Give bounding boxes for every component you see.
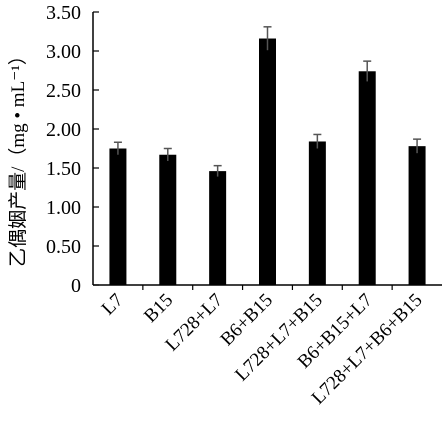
bars <box>109 38 426 285</box>
bar <box>209 171 227 285</box>
y-tick-label: 1.00 <box>46 197 81 219</box>
error-bar <box>213 164 222 177</box>
y-tick-label: 1.50 <box>46 158 81 180</box>
y-tick-label: 2.50 <box>46 80 81 102</box>
error-bar <box>313 133 322 149</box>
y-tick-label: 0 <box>71 275 81 297</box>
error-bar <box>363 60 372 82</box>
bar <box>159 154 177 285</box>
x-category-label: B15 <box>140 290 177 327</box>
error-bar <box>263 26 272 51</box>
error-bar <box>113 141 122 155</box>
bar <box>109 148 127 285</box>
y-tick-label: 3.50 <box>46 2 81 24</box>
x-category-label: L7 <box>98 290 128 320</box>
error-bar <box>163 147 172 161</box>
y-axis-label: 乙偶姻产量/（mg • mL⁻¹） <box>7 46 29 267</box>
bar <box>259 38 276 285</box>
x-category-label: L728+L7+B15 <box>231 290 327 386</box>
error-bar <box>413 138 422 154</box>
y-tick-label: 0.50 <box>46 236 81 258</box>
x-axis-labels: L7 B15L728+L7B6+B15L728+L7+B15B6+B15+L7L7… <box>98 290 427 409</box>
y-tick-label: 2.00 <box>46 119 81 141</box>
bar <box>358 71 376 285</box>
bar <box>408 146 426 285</box>
y-axis-title: 乙偶姻产量/（mg • mL⁻¹） <box>7 46 29 267</box>
bar <box>308 141 326 285</box>
error-bars <box>113 26 422 177</box>
y-axis-ticks: 0 0.50 1.00 1.50 2.00 2.50 3.00 3.50 <box>46 2 393 297</box>
y-tick-label: 3.00 <box>46 41 81 63</box>
